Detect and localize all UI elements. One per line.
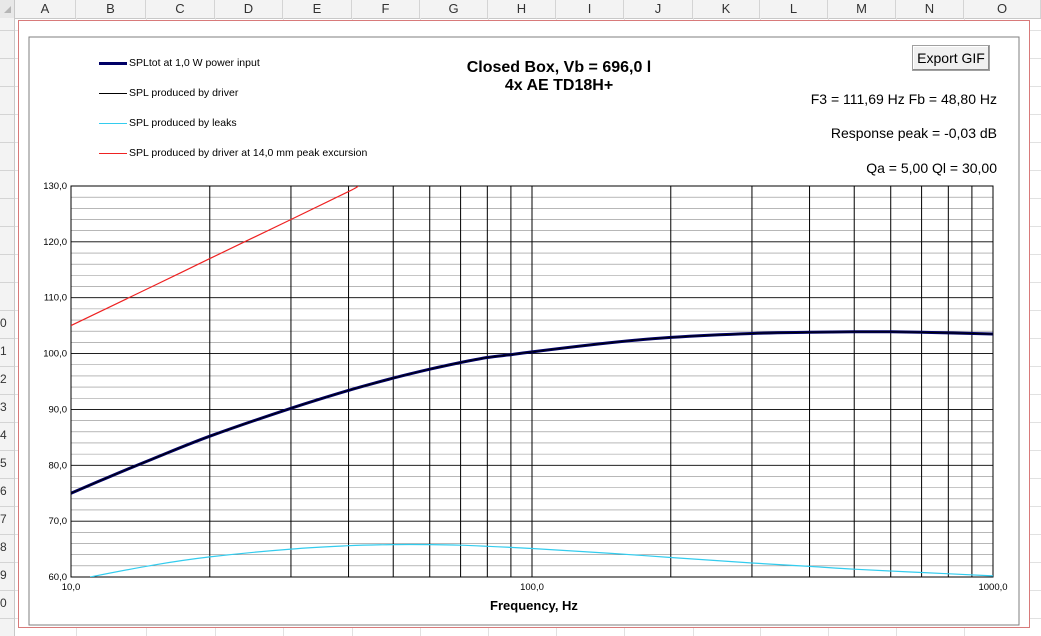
legend-label: SPL produced by driver at 14,0 mm peak e… — [129, 147, 368, 159]
legend-swatch-excursion — [99, 153, 127, 154]
y-tick-label: 80,0 — [49, 460, 68, 471]
series-line-driver — [71, 331, 993, 494]
row-header-divider — [0, 534, 14, 535]
row-header-number[interactable]: 7 — [0, 512, 7, 526]
column-header-k[interactable]: K — [693, 0, 760, 18]
y-tick-label: 90,0 — [49, 404, 68, 415]
plot-border — [70, 185, 994, 578]
row-header-number[interactable]: 9 — [0, 568, 7, 582]
column-header-b[interactable]: B — [76, 0, 146, 18]
x-axis-label: Frequency, Hz — [490, 598, 578, 613]
x-tick-label: 100,0 — [520, 582, 544, 593]
column-header-a[interactable]: A — [15, 0, 76, 18]
legend-swatch-driver — [99, 93, 127, 94]
y-tick-label: 120,0 — [43, 237, 67, 248]
row-header-divider — [0, 450, 14, 451]
column-header-l[interactable]: L — [760, 0, 828, 18]
series-line-excursion — [71, 186, 359, 327]
row-header-divider — [0, 338, 14, 339]
y-tick-label: 130,0 — [43, 181, 67, 192]
row-header-divider — [0, 506, 14, 507]
row-header-divider — [0, 198, 14, 199]
row-header-divider — [0, 142, 14, 143]
row-header-divider — [0, 478, 14, 479]
column-header-h[interactable]: H — [488, 0, 556, 18]
row-header-divider — [0, 254, 14, 255]
y-tick-label: 70,0 — [49, 516, 68, 527]
row-header-divider — [0, 86, 14, 87]
y-tick-label: 60,0 — [49, 572, 68, 583]
row-header-number[interactable]: 0 — [0, 596, 7, 610]
row-header-divider — [0, 310, 14, 311]
chart-title: Closed Box, Vb = 696,0 l 4x AE TD18H+ — [379, 59, 739, 95]
chart-area[interactable]: SPLtot at 1,0 W power input SPL produced… — [18, 20, 1030, 628]
chart-title-line1: Closed Box, Vb = 696,0 l — [466, 59, 652, 76]
row-header-column: 0 1 2 3 4 5 6 7 8 9 0 — [0, 18, 15, 636]
x-tick-label: 10,0 — [62, 582, 81, 593]
plot-frame — [28, 36, 1020, 626]
row-header-divider — [0, 590, 14, 591]
y-tick-label: 100,0 — [43, 349, 67, 360]
row-header-divider — [0, 226, 14, 227]
y-tick-label: 110,0 — [44, 293, 67, 304]
column-header-o[interactable]: O — [964, 0, 1041, 18]
series-line-leaks — [89, 543, 993, 577]
row-header-number[interactable]: 0 — [0, 316, 7, 330]
row-header-divider — [0, 618, 14, 619]
column-header-e[interactable]: E — [283, 0, 352, 18]
row-header-divider — [0, 114, 14, 115]
column-header-n[interactable]: N — [896, 0, 964, 18]
x-tick-label: 1000,0 — [978, 582, 1007, 593]
row-header-divider — [0, 422, 14, 423]
row-header-divider — [0, 394, 14, 395]
row-header-divider — [0, 58, 14, 59]
q-values-readout: Qa = 5,00 Ql = 30,00 — [866, 160, 997, 176]
legend-swatch-spl-total — [99, 62, 127, 65]
row-header-divider — [0, 30, 14, 31]
column-header-g[interactable]: G — [420, 0, 488, 18]
row-header-divider — [0, 282, 14, 283]
row-header-divider — [0, 562, 14, 563]
row-header-number[interactable]: 5 — [0, 456, 7, 470]
row-header-number[interactable]: 2 — [0, 372, 7, 386]
row-header-divider — [0, 170, 14, 171]
column-header-d[interactable]: D — [215, 0, 283, 18]
chart-plot: 60,0 70,0 80,0 90,0 100,0 110,0 120,0 130,0 10,0… — [28, 36, 1020, 626]
legend-label: SPLtot at 1,0 W power input — [129, 57, 260, 69]
column-header-c[interactable]: C — [146, 0, 215, 18]
legend-label: SPL produced by leaks — [129, 117, 237, 129]
response-peak-readout: Response peak = -0,03 dB — [830, 125, 997, 141]
column-header-i[interactable]: I — [556, 0, 624, 18]
select-all-triangle-icon — [4, 6, 11, 13]
select-all-corner[interactable] — [0, 0, 15, 18]
f3-fb-readout: F3 = 111,69 Hz Fb = 48,80 Hz — [810, 91, 997, 107]
row-header-number[interactable]: 8 — [0, 540, 7, 554]
row-header-number[interactable]: 6 — [0, 484, 7, 498]
legend-swatch-leaks — [99, 123, 127, 124]
row-header-divider — [0, 366, 14, 367]
row-header-number[interactable]: 1 — [0, 344, 7, 358]
row-header-number[interactable]: 3 — [0, 400, 7, 414]
row-header-number[interactable]: 4 — [0, 428, 7, 442]
export-gif-button[interactable]: Export GIF — [912, 45, 990, 71]
chart-title-line2: 4x AE TD18H+ — [504, 77, 614, 94]
legend-label: SPL produced by driver — [129, 87, 239, 99]
column-header-m[interactable]: M — [828, 0, 896, 18]
column-header-f[interactable]: F — [352, 0, 420, 18]
column-header-j[interactable]: J — [624, 0, 693, 18]
